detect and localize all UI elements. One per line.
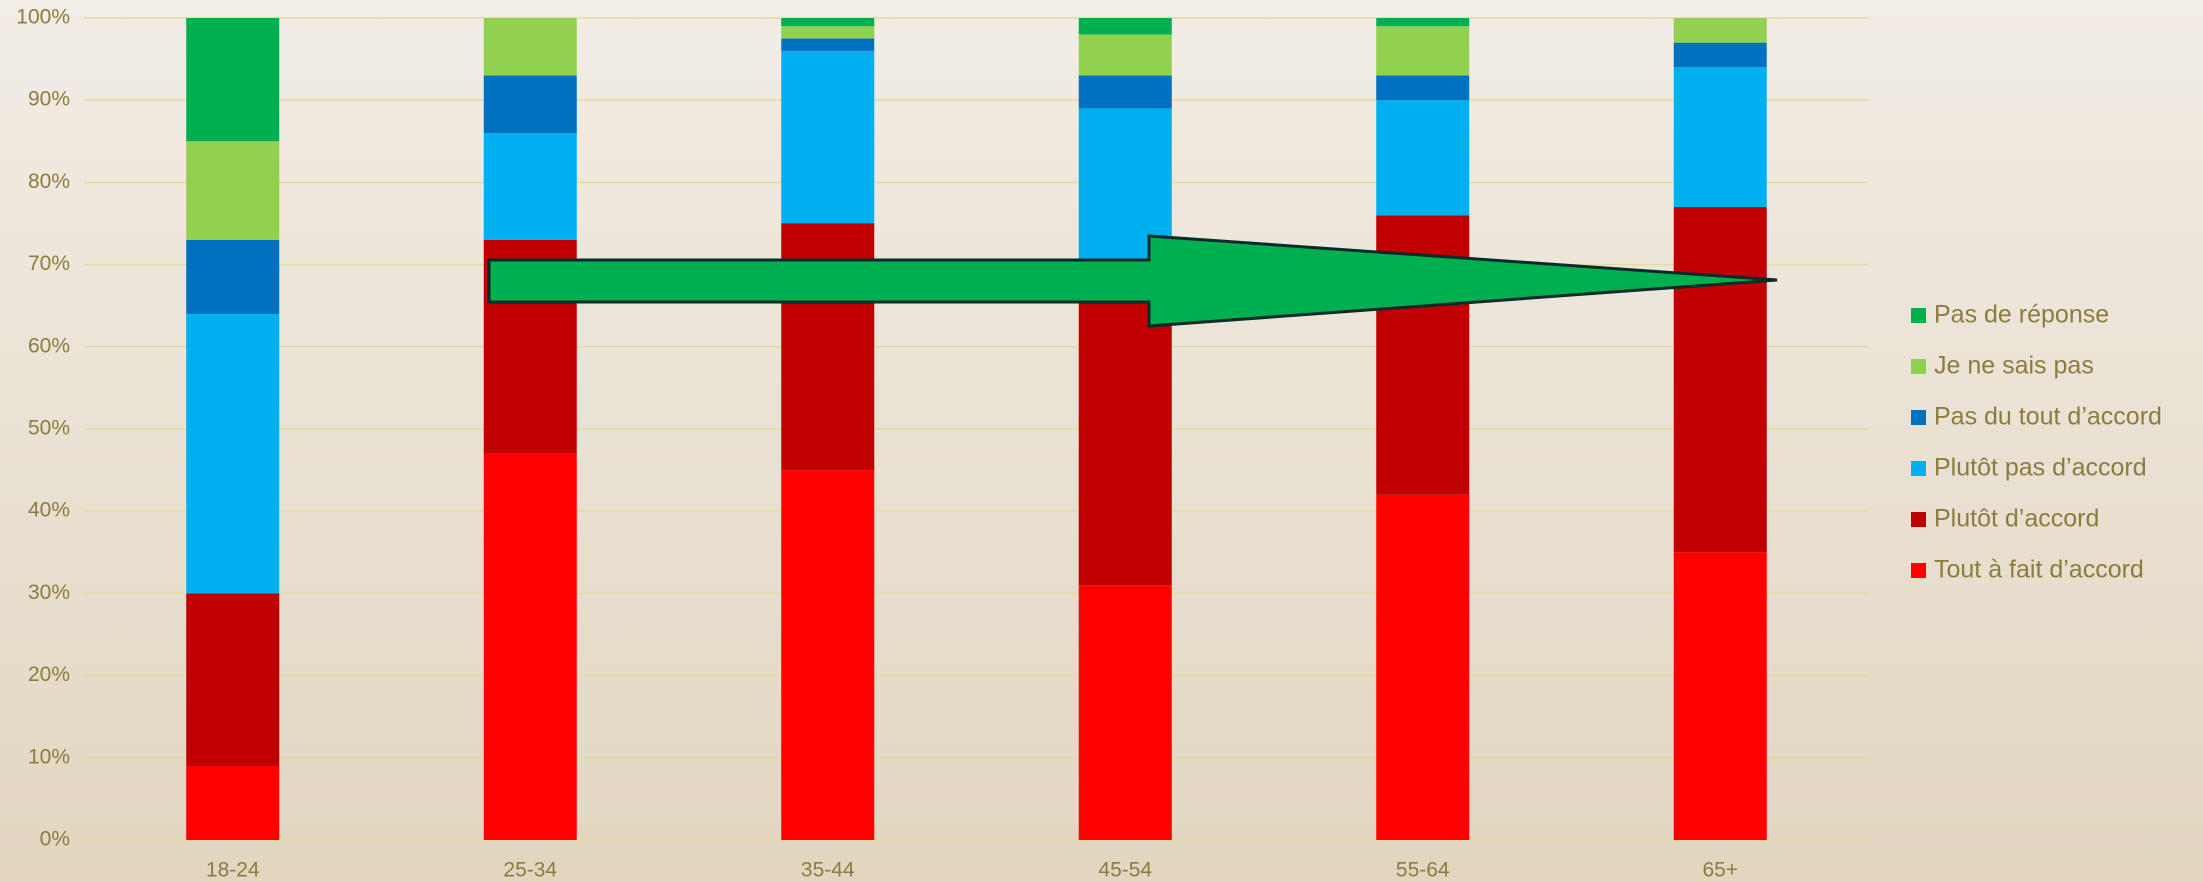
bar-segment [483, 453, 577, 840]
y-tick-label: 90% [28, 88, 70, 111]
bar-segment [186, 141, 280, 240]
bar-segment [483, 133, 577, 240]
bar-segment [483, 18, 577, 76]
x-tick-label: 55-64 [1396, 859, 1450, 882]
legend-label: Je ne sais pas [1934, 352, 2094, 380]
bar-segment [1376, 494, 1470, 840]
legend-label: Plutôt pas d’accord [1934, 454, 2147, 482]
legend-label: Plutôt d’accord [1934, 505, 2099, 533]
y-tick-label: 30% [28, 581, 70, 604]
arrow [487, 234, 1778, 328]
bar-segment [781, 38, 875, 51]
y-tick-label: 10% [28, 745, 70, 768]
bar-segment [781, 470, 875, 840]
bar-segment [1376, 75, 1470, 101]
legend-swatch [1911, 308, 1926, 323]
x-tick-label: 65+ [1702, 859, 1738, 882]
legend-swatch [1911, 410, 1926, 425]
bar-segment [1673, 67, 1767, 208]
bar-segment [1673, 18, 1767, 43]
bar-segment [186, 313, 280, 594]
bar-segment [1376, 26, 1470, 76]
trend-arrow [487, 234, 1778, 328]
bar-segment [781, 50, 875, 224]
y-tick-label: 100% [16, 6, 70, 29]
y-tick-label: 40% [28, 499, 70, 522]
bar-segment [1078, 18, 1172, 35]
x-tick-label: 35-44 [801, 859, 855, 882]
bar-segment [483, 75, 577, 134]
bar-segment [186, 239, 280, 314]
bar-segment [1078, 34, 1172, 76]
bar-segment [781, 18, 875, 27]
legend-swatch [1911, 359, 1926, 374]
bar-segment [1376, 100, 1470, 216]
bar-segment [1078, 75, 1172, 109]
x-tick-label: 25-34 [503, 859, 557, 882]
legend-label: Pas du tout d’accord [1934, 403, 2162, 431]
bar-segment [186, 766, 280, 840]
y-tick-label: 70% [28, 252, 70, 275]
bar-segment [781, 26, 875, 39]
legend-swatch [1911, 512, 1926, 527]
bar-segment [1673, 207, 1767, 553]
y-tick-label: 50% [28, 417, 70, 440]
legend-swatch [1911, 461, 1926, 476]
bar-segment [1078, 585, 1172, 840]
bar-segment [186, 18, 280, 142]
bar-segment [186, 593, 280, 767]
x-tick-label: 45-54 [1098, 859, 1152, 882]
bar-segment [1673, 42, 1767, 68]
bar-segment [1376, 18, 1470, 27]
y-tick-label: 20% [28, 663, 70, 686]
y-tick-label: 60% [28, 334, 70, 357]
y-tick-label: 80% [28, 170, 70, 193]
legend-label: Tout à fait d’accord [1934, 556, 2144, 584]
legend-swatch [1911, 563, 1926, 578]
x-tick-label: 18-24 [206, 859, 260, 882]
y-tick-label: 0% [40, 828, 70, 851]
legend-label: Pas de réponse [1934, 301, 2109, 329]
bar-segment [1673, 552, 1767, 840]
